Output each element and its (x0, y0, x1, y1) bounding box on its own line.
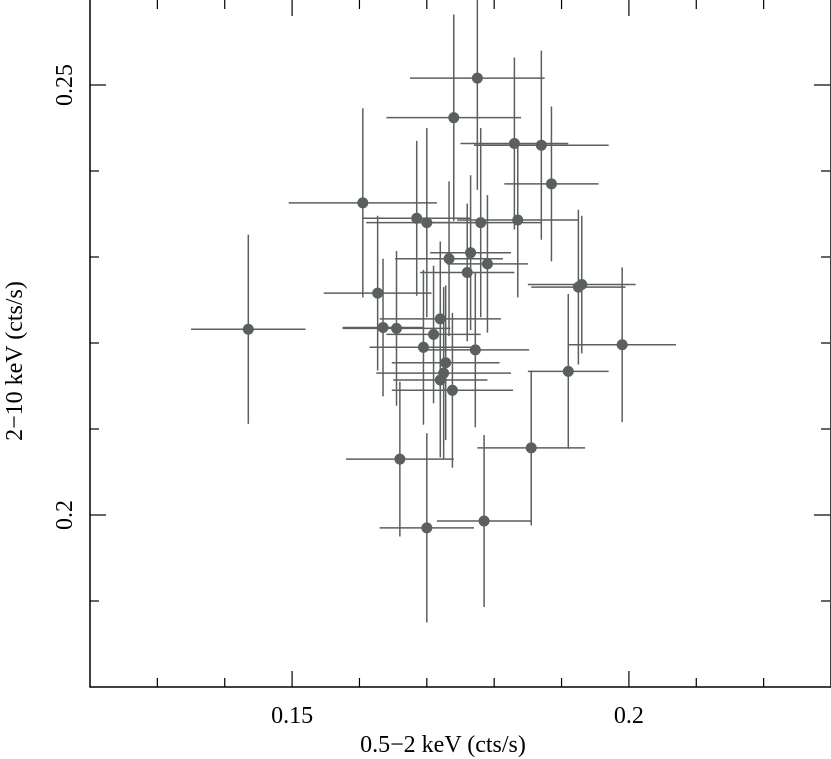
data-point (576, 279, 588, 291)
axis-ticks (90, 0, 830, 687)
data-point (438, 367, 450, 379)
data-point (428, 328, 440, 340)
data-point (475, 217, 487, 229)
y-tick-label: 0.2 (52, 500, 78, 530)
data-point (440, 357, 452, 369)
data-point (434, 313, 446, 325)
data-point (545, 178, 557, 190)
data-point (417, 341, 429, 353)
data-point (469, 344, 481, 356)
data-point (616, 339, 628, 351)
data-point (411, 212, 423, 224)
data-point (481, 258, 493, 270)
data-point (421, 217, 433, 229)
data-point (535, 139, 547, 151)
error-bars (191, 0, 677, 623)
data-point (357, 197, 369, 209)
x-tick-label: 0.15 (271, 703, 313, 729)
data-point (478, 515, 490, 527)
data-point (461, 266, 473, 278)
data-point (421, 522, 433, 534)
y-tick-label: 0.25 (52, 64, 78, 106)
data-point (525, 442, 537, 454)
data-point (512, 214, 524, 226)
data-point (242, 323, 254, 335)
data-point (443, 253, 455, 265)
data-point (394, 453, 406, 465)
data-point (377, 322, 389, 334)
data-point (391, 322, 403, 334)
x-tick-label: 0.2 (614, 703, 644, 729)
data-points (242, 72, 628, 534)
plot-frame (89, 0, 831, 688)
data-point (372, 287, 384, 299)
y-axis-label: 2−10 keV (cts/s) (2, 281, 28, 441)
data-point (508, 137, 520, 149)
data-point (562, 365, 574, 377)
data-point (446, 384, 458, 396)
data-point (465, 247, 477, 259)
tick-labels: 0.15 0.2 0.2 0.25 (52, 64, 644, 729)
x-axis-label: 0.5−2 keV (cts/s) (360, 732, 526, 758)
data-point (471, 72, 483, 84)
data-point (448, 112, 460, 124)
